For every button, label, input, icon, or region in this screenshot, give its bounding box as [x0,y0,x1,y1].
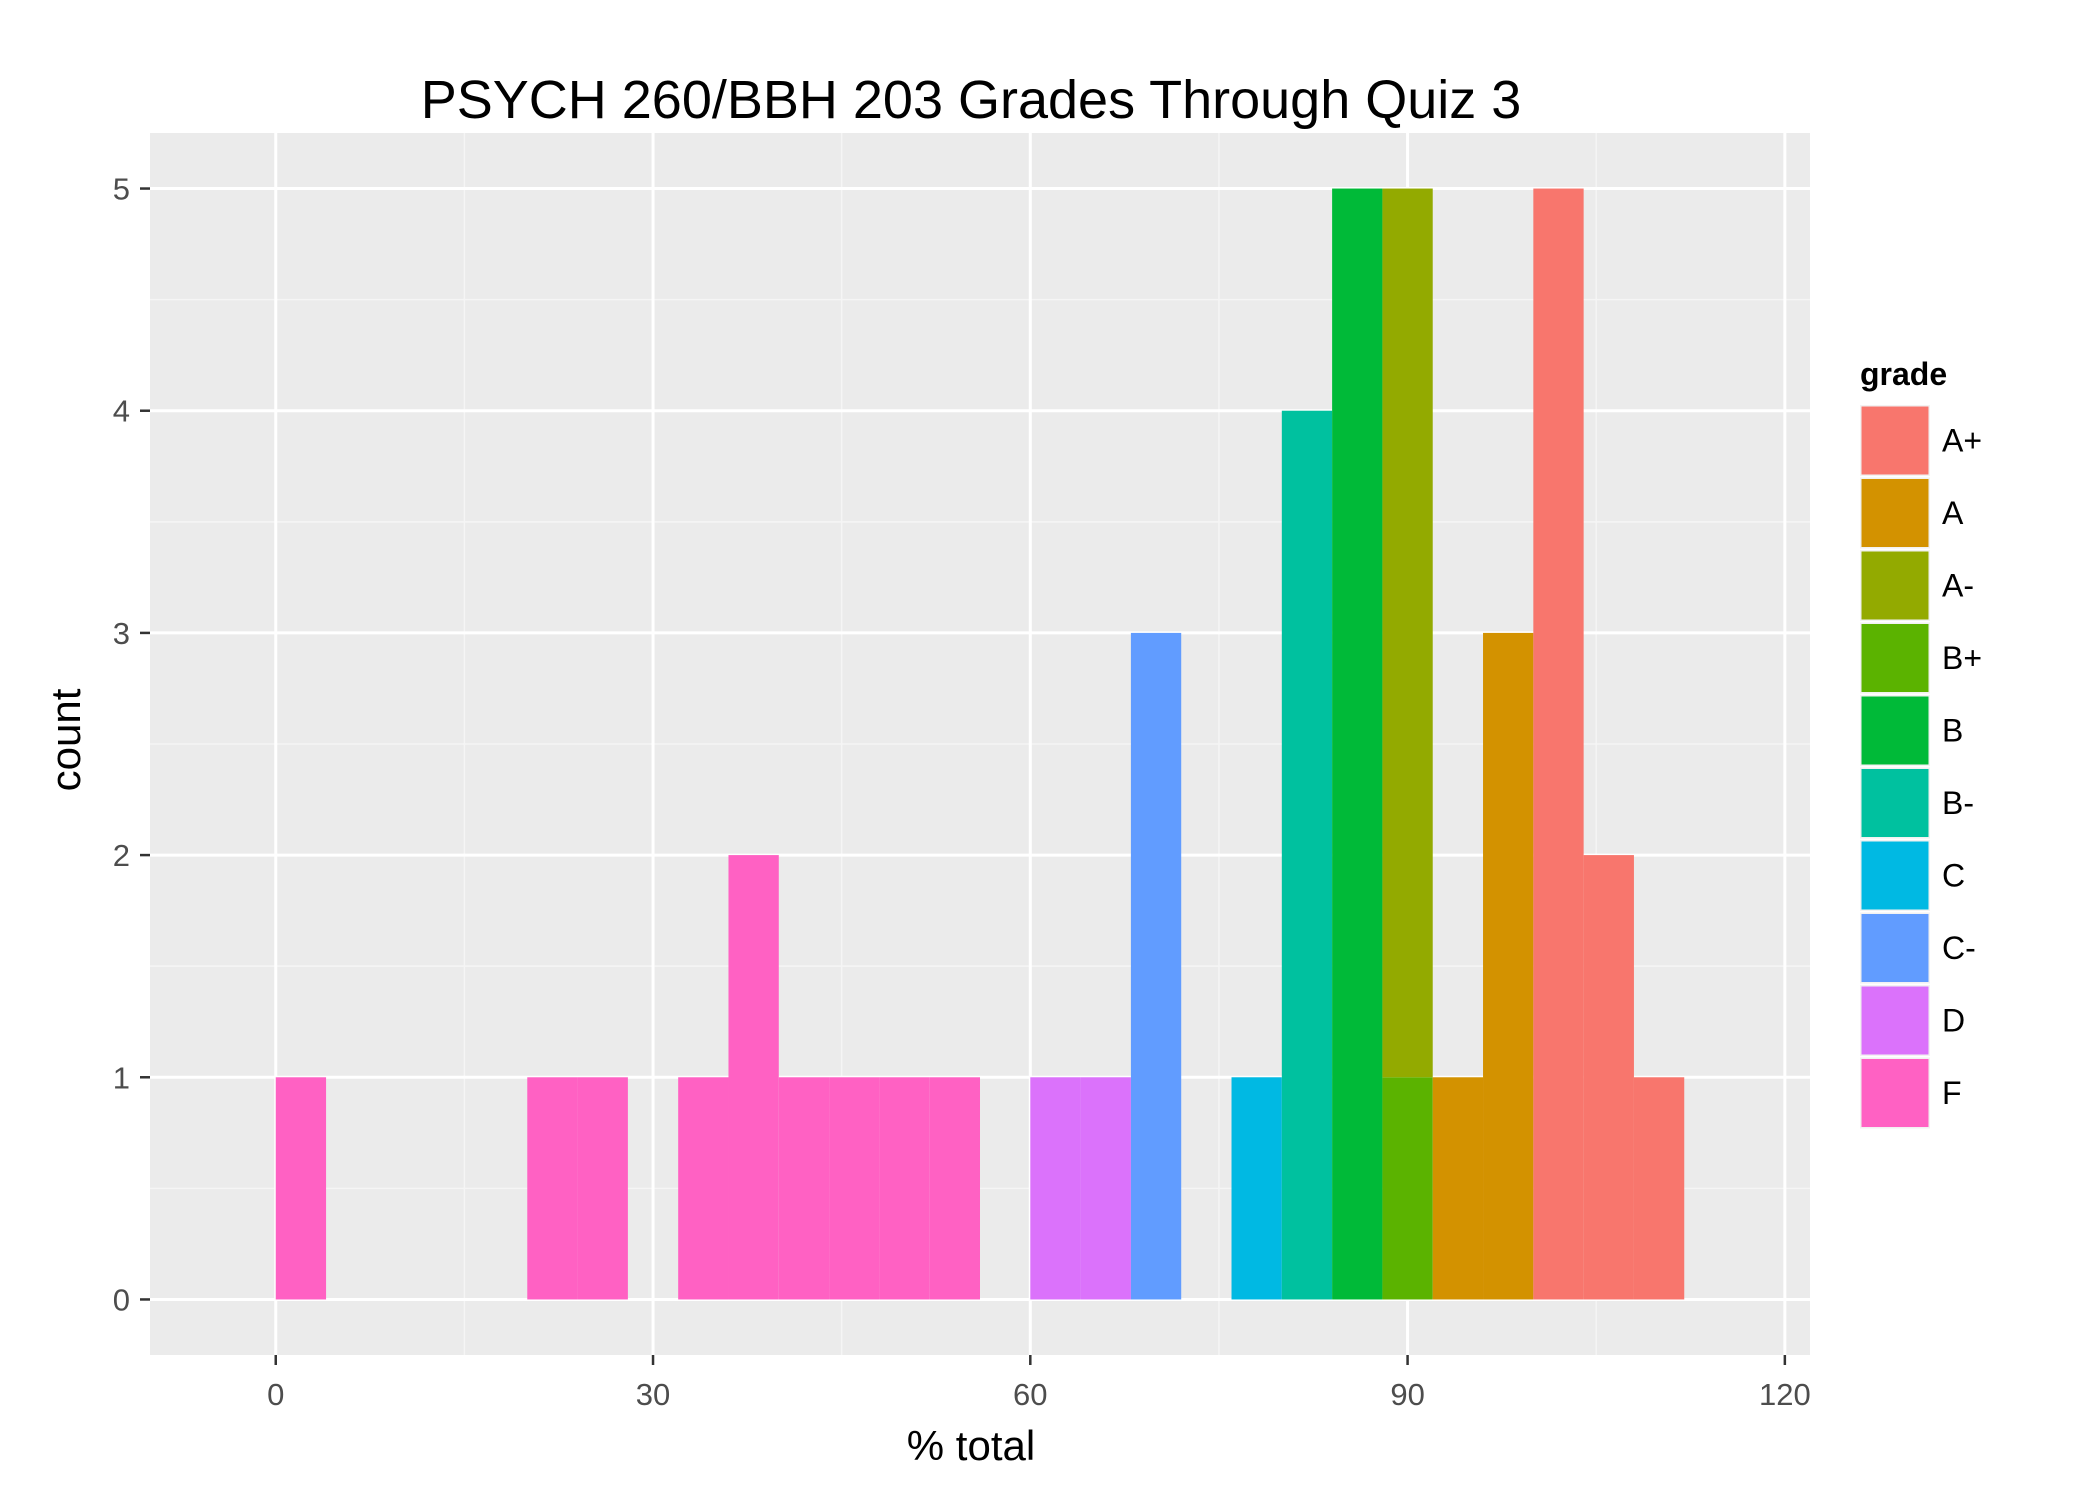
y-tick-label: 5 [113,172,130,207]
y-axis-title: count [42,688,89,791]
legend-swatch [1861,986,1929,1055]
histogram-bar [1030,1077,1081,1300]
chart-title: PSYCH 260/BBH 203 Grades Through Quiz 3 [421,70,1522,130]
legend-label: D [1942,1003,1965,1039]
histogram-bars [275,188,1685,1300]
x-tick-label: 30 [636,1377,670,1412]
legend-swatch [1861,551,1929,620]
y-tick-label: 3 [113,616,130,651]
legend: grade A+ A A- B+ B B- C C- DF [1860,356,1982,1129]
histogram-bar [1432,1077,1484,1300]
histogram-bar [1281,410,1333,1300]
histogram-bar [1332,188,1383,1300]
histogram-bar [1130,632,1182,1300]
histogram-bar [1483,632,1534,1300]
y-axis: 0 1 2 3 4 5 [113,172,150,1317]
histogram-bar [1533,188,1584,1300]
x-tick-label: 90 [1390,1377,1424,1412]
legend-swatch [1861,479,1929,547]
x-axis: 0 30 60 90 120 [267,1355,1811,1412]
x-tick-label: 60 [1013,1377,1047,1412]
legend-label: C [1942,858,1965,894]
histogram-bar [1382,188,1433,1078]
histogram-bar [929,1077,980,1300]
legend-title: grade [1860,356,1947,392]
y-tick-label: 0 [113,1282,130,1317]
legend-swatch [1861,841,1929,910]
histogram-bar [527,1077,578,1300]
x-tick-label: 0 [267,1377,284,1412]
legend-label: A- [1942,568,1974,604]
histogram-bar [778,1077,830,1300]
x-axis-title: % total [907,1422,1035,1469]
x-tick-label: 120 [1759,1377,1811,1412]
y-tick-label: 2 [113,838,130,873]
histogram-bar [1633,1077,1685,1300]
legend-label: A+ [1942,423,1982,459]
legend-swatch [1861,769,1929,837]
legend-swatch [1861,624,1929,692]
legend-label: B+ [1942,640,1982,676]
legend-items: A+ A A- B+ B B- C C- DF [1860,405,1982,1129]
legend-swatch [1861,696,1929,765]
legend-label: B- [1942,785,1974,821]
histogram-bar [879,1077,930,1300]
histogram-bar [275,1077,327,1300]
legend-swatch [1861,1059,1929,1127]
legend-label: B [1942,713,1963,749]
y-tick-label: 4 [113,394,130,429]
histogram-bar [829,1077,880,1300]
histogram-bar [1231,1077,1282,1300]
histogram-bar [678,1077,729,1300]
legend-swatch [1861,406,1929,475]
y-tick-label: 1 [113,1060,130,1095]
legend-label: C- [1942,930,1976,966]
histogram-bar [728,855,779,1300]
histogram-bar [1382,1077,1433,1300]
legend-swatch [1861,914,1929,982]
histogram-bar [1080,1077,1131,1300]
histogram-bar [577,1077,628,1300]
legend-label: A [1942,495,1964,531]
legend-label: F [1942,1075,1962,1111]
histogram-bar [1583,855,1634,1300]
